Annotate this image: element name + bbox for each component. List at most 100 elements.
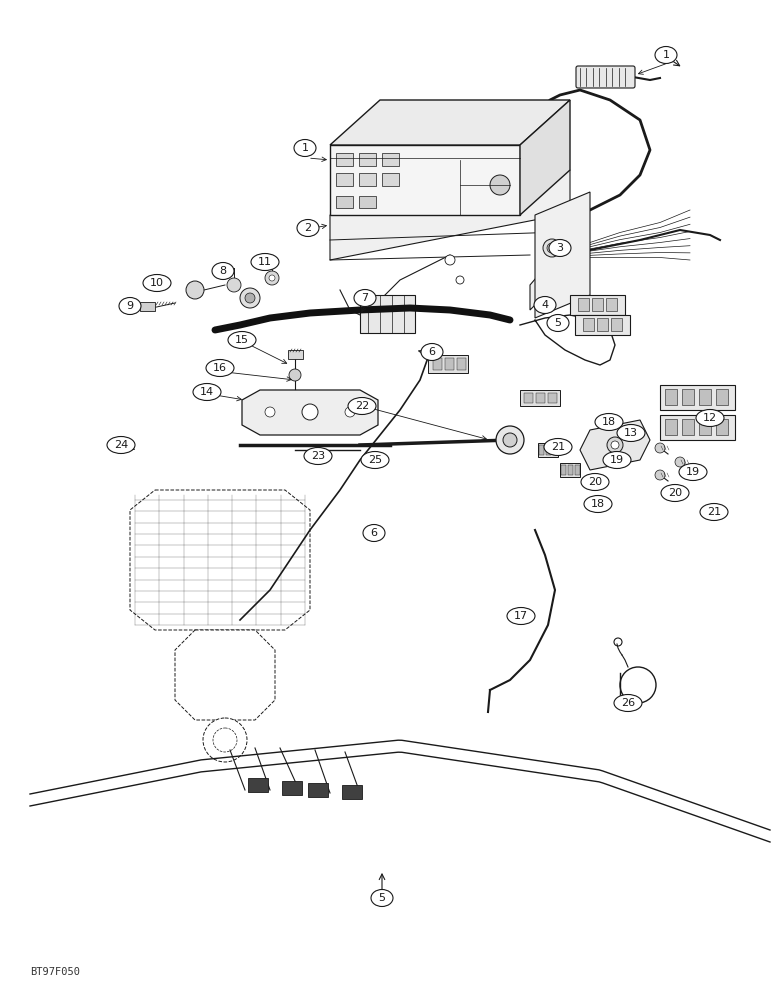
- Circle shape: [269, 275, 275, 281]
- FancyBboxPatch shape: [560, 463, 580, 477]
- FancyBboxPatch shape: [359, 196, 376, 208]
- Ellipse shape: [544, 438, 572, 456]
- Circle shape: [543, 239, 561, 257]
- FancyBboxPatch shape: [359, 173, 376, 186]
- FancyBboxPatch shape: [570, 295, 625, 315]
- Circle shape: [265, 407, 275, 417]
- Polygon shape: [580, 420, 650, 470]
- Text: 22: 22: [355, 401, 369, 411]
- Ellipse shape: [617, 424, 645, 442]
- FancyBboxPatch shape: [445, 358, 454, 370]
- FancyBboxPatch shape: [660, 415, 735, 440]
- Polygon shape: [330, 100, 570, 145]
- FancyBboxPatch shape: [606, 298, 617, 311]
- FancyBboxPatch shape: [336, 153, 353, 166]
- Ellipse shape: [212, 262, 234, 279]
- FancyBboxPatch shape: [553, 445, 558, 455]
- Polygon shape: [242, 390, 378, 435]
- FancyBboxPatch shape: [548, 393, 557, 403]
- Ellipse shape: [655, 46, 677, 64]
- FancyBboxPatch shape: [575, 465, 580, 475]
- Ellipse shape: [348, 397, 376, 414]
- Circle shape: [496, 426, 524, 454]
- Circle shape: [345, 407, 355, 417]
- Ellipse shape: [228, 332, 256, 349]
- FancyBboxPatch shape: [457, 358, 466, 370]
- Text: 5: 5: [554, 318, 561, 328]
- Polygon shape: [330, 145, 520, 215]
- Circle shape: [302, 404, 318, 420]
- Text: 4: 4: [541, 300, 549, 310]
- FancyBboxPatch shape: [592, 298, 603, 311]
- FancyBboxPatch shape: [578, 298, 589, 311]
- Ellipse shape: [193, 383, 221, 400]
- Text: 8: 8: [219, 266, 226, 276]
- Ellipse shape: [547, 314, 569, 332]
- FancyBboxPatch shape: [576, 66, 635, 88]
- Ellipse shape: [297, 220, 319, 236]
- FancyBboxPatch shape: [433, 358, 442, 370]
- Ellipse shape: [595, 414, 623, 430]
- Text: 17: 17: [514, 611, 528, 621]
- Text: 5: 5: [378, 893, 385, 903]
- Circle shape: [227, 278, 241, 292]
- FancyBboxPatch shape: [597, 318, 608, 331]
- Ellipse shape: [549, 239, 571, 256]
- Text: 10: 10: [150, 278, 164, 288]
- Ellipse shape: [119, 298, 141, 314]
- Circle shape: [547, 243, 557, 253]
- Circle shape: [490, 175, 510, 195]
- Text: 18: 18: [602, 417, 616, 427]
- FancyBboxPatch shape: [699, 389, 711, 405]
- Text: 12: 12: [703, 413, 717, 423]
- FancyBboxPatch shape: [660, 385, 735, 410]
- Ellipse shape: [251, 253, 279, 270]
- Text: 26: 26: [621, 698, 635, 708]
- FancyBboxPatch shape: [538, 443, 558, 457]
- Circle shape: [655, 443, 665, 453]
- Text: 7: 7: [361, 293, 368, 303]
- Circle shape: [611, 441, 619, 449]
- FancyBboxPatch shape: [248, 778, 268, 792]
- Text: 20: 20: [668, 488, 682, 498]
- Ellipse shape: [614, 694, 642, 712]
- FancyBboxPatch shape: [520, 390, 560, 406]
- Text: 16: 16: [213, 363, 227, 373]
- FancyBboxPatch shape: [140, 302, 154, 310]
- Polygon shape: [130, 490, 310, 630]
- FancyBboxPatch shape: [360, 295, 415, 333]
- Text: 11: 11: [258, 257, 272, 267]
- Circle shape: [245, 293, 255, 303]
- FancyBboxPatch shape: [359, 153, 376, 166]
- Circle shape: [503, 433, 517, 447]
- Text: 21: 21: [551, 442, 565, 452]
- FancyBboxPatch shape: [583, 318, 594, 331]
- FancyBboxPatch shape: [561, 465, 566, 475]
- FancyBboxPatch shape: [336, 173, 353, 186]
- FancyBboxPatch shape: [665, 419, 677, 435]
- Text: 13: 13: [624, 428, 638, 438]
- Text: 14: 14: [200, 387, 214, 397]
- Ellipse shape: [534, 296, 556, 314]
- Circle shape: [655, 470, 665, 480]
- FancyBboxPatch shape: [546, 445, 551, 455]
- Ellipse shape: [371, 890, 393, 906]
- Text: 24: 24: [114, 440, 128, 450]
- Text: 19: 19: [686, 467, 700, 477]
- FancyBboxPatch shape: [699, 419, 711, 435]
- Circle shape: [203, 718, 247, 762]
- FancyBboxPatch shape: [336, 196, 353, 208]
- Text: 3: 3: [557, 243, 564, 253]
- Ellipse shape: [581, 474, 609, 490]
- Text: 6: 6: [428, 347, 435, 357]
- Text: 21: 21: [707, 507, 721, 517]
- FancyBboxPatch shape: [575, 315, 630, 335]
- FancyBboxPatch shape: [342, 785, 362, 799]
- Ellipse shape: [206, 360, 234, 376]
- Ellipse shape: [363, 524, 385, 542]
- Ellipse shape: [361, 452, 389, 468]
- Polygon shape: [520, 100, 570, 215]
- Ellipse shape: [304, 448, 332, 464]
- Circle shape: [607, 437, 623, 453]
- Ellipse shape: [696, 410, 724, 426]
